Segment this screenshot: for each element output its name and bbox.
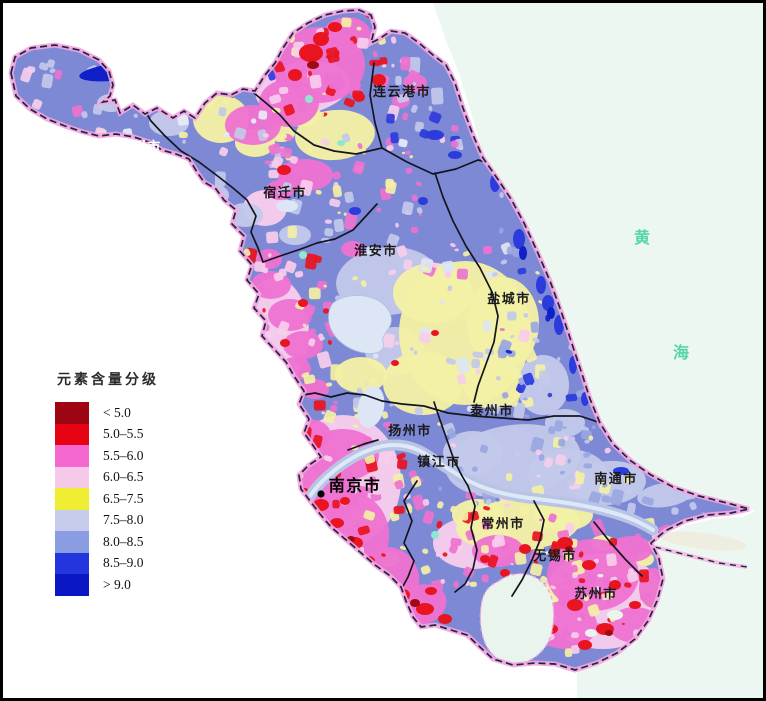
city-label: 连云港市: [373, 84, 431, 99]
city-boundary-line: [302, 392, 383, 402]
legend-row: 5.0–5.5: [55, 423, 205, 445]
legend-swatch: [55, 552, 89, 574]
legend-row: 8.0–8.5: [55, 531, 205, 553]
legend-row: > 9.0: [55, 574, 205, 596]
city-label: 南通市: [594, 471, 638, 486]
sea-label-char: 黄: [634, 228, 650, 247]
city-boundary-line: [511, 500, 545, 597]
city-boundary-line: [369, 62, 383, 149]
legend-row: 8.5–9.0: [55, 552, 205, 574]
city-label: 泰州市: [469, 403, 514, 418]
lake-luoma: [276, 200, 298, 212]
city-label: 苏州市: [574, 586, 618, 601]
province-border: [10, 9, 750, 671]
city-boundary-line: [454, 485, 478, 593]
legend-title: 元素含量分级: [57, 371, 159, 387]
city-label: 淮安市: [353, 243, 398, 258]
sea-label-char: 海: [673, 343, 689, 362]
city-label: 盐城市: [487, 291, 531, 306]
city-label: 南京市: [329, 476, 382, 495]
legend-row: 7.5–8.0: [55, 509, 205, 531]
city-label: 无锡市: [532, 548, 577, 563]
city-boundary-line: [593, 521, 643, 577]
city-label: 徐州市: [117, 139, 162, 154]
city-label: 宿迁市: [263, 185, 307, 200]
city-boundary-line: [434, 172, 499, 403]
legend-swatch: [55, 402, 89, 424]
legend-swatch: [55, 531, 89, 553]
lake-layer: [79, 60, 650, 665]
legend-label: 6.0–6.5: [103, 469, 144, 485]
city-label: 常州市: [481, 516, 525, 531]
legend-swatch: [55, 488, 89, 510]
yellow-sea-area: [433, 3, 763, 698]
city-boundary-line: [139, 101, 264, 263]
legend-swatch: [55, 466, 89, 488]
legend-row: 6.0–6.5: [55, 466, 205, 488]
legend-label: 5.5–6.0: [103, 447, 144, 463]
city-label: 扬州市: [388, 423, 432, 438]
legend-swatch: [55, 445, 89, 467]
water-border-dashes: [654, 546, 748, 568]
city-boundary-line: [253, 92, 383, 155]
legend-label: 7.5–8.0: [103, 512, 144, 528]
legend-row: 5.5–6.0: [55, 445, 205, 467]
legend-label: 8.0–8.5: [103, 533, 144, 549]
city-boundary-line: [433, 401, 469, 487]
legend-label: < 5.0: [103, 404, 131, 420]
city-boundary-line: [401, 480, 418, 589]
legend-swatch: [55, 509, 89, 531]
yangtze-river-core: [293, 443, 655, 532]
legend-rows: < 5.0 5.0–5.5 5.5–6.0 6.0–6.5 6.5–7.5 7.5–8.0…: [55, 402, 205, 596]
estuary-island: [659, 531, 747, 551]
city-label: 镇江市: [417, 454, 461, 469]
legend-label: > 9.0: [103, 576, 131, 592]
lake-gaoyou: [357, 386, 385, 428]
lake-hongze: [328, 295, 392, 354]
legend: 元素含量分级 < 5.0 5.0–5.5 5.5–6.0 6.0–6.5 6.5–7.5…: [55, 369, 205, 596]
legend-label: 6.5–7.5: [103, 490, 144, 506]
legend-label: 5.0–5.5: [103, 426, 144, 442]
legend-row: < 5.0: [55, 402, 205, 424]
legend-row: 6.5–7.5: [55, 488, 205, 510]
legend-swatch: [55, 423, 89, 445]
legend-label: 8.5–9.0: [103, 555, 144, 571]
legend-swatch: [55, 574, 89, 596]
city-marker-dot: [317, 490, 325, 498]
city-boundary-line: [347, 439, 379, 451]
city-boundary-line: [262, 203, 378, 263]
